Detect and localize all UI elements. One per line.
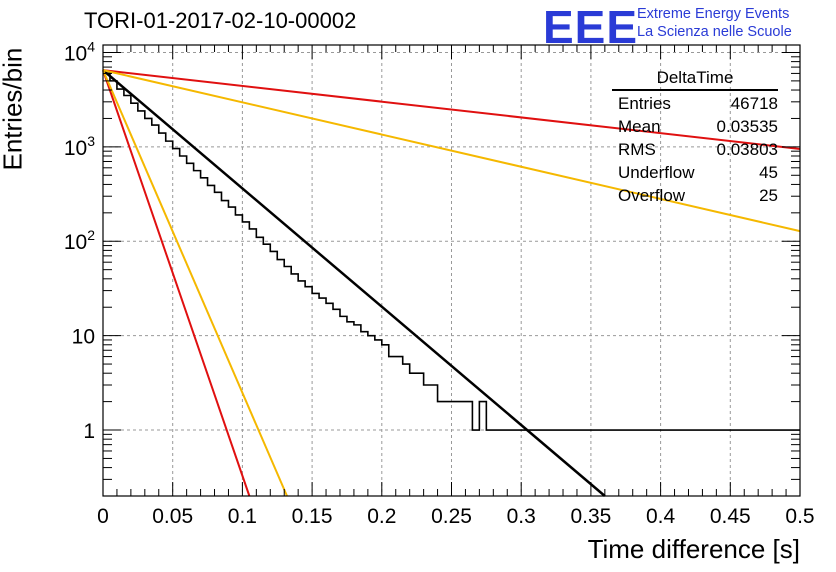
y-tick-label: 103	[64, 133, 95, 160]
fit-line-0	[102, 69, 606, 497]
stats-row-mean: Mean 0.03535	[612, 115, 778, 138]
stats-value: 25	[759, 186, 778, 205]
fit-line-3	[102, 69, 801, 150]
y-tick-label: 10	[72, 326, 95, 349]
stats-box-title: DeltaTime	[612, 68, 778, 91]
y-axis-label: Entries/bin	[0, 47, 28, 171]
stats-value: 0.03803	[716, 140, 778, 159]
y-tick-label: 104	[64, 38, 95, 65]
stats-label: Entries	[618, 94, 671, 113]
x-tick-label: 0.1	[228, 505, 257, 528]
x-tick-label: 0.2	[367, 505, 396, 528]
fit-line-1	[102, 69, 251, 497]
stats-row-entries: Entries 46718	[612, 92, 778, 115]
histogram-step	[103, 72, 800, 431]
stats-value: 0.03535	[716, 117, 778, 136]
stats-label: RMS	[618, 140, 656, 159]
x-tick-label: 0.25	[431, 505, 472, 528]
eee-logo-line1: Extreme Energy Events	[637, 6, 790, 22]
x-tick-label: 0.45	[710, 505, 751, 528]
stats-row-overflow: Overflow 25	[612, 184, 778, 207]
stats-row-underflow: Underflow 45	[612, 161, 778, 184]
x-axis-label: Time difference [s]	[587, 534, 800, 564]
eee-logo-line2: La Scienza nelle Scuole	[637, 24, 792, 40]
axis-ticks: 0 0.05 0.1 0.15 0.2 0.25 0.3 0.35 0.4 0.45 0.5 1 10 1…	[64, 38, 815, 528]
stats-label: Mean	[618, 117, 661, 136]
x-tick-label: 0.35	[570, 505, 611, 528]
x-tick-label: 0.15	[292, 505, 333, 528]
data-series	[102, 69, 801, 497]
x-tick-label: 0.5	[785, 505, 814, 528]
eee-logo-text: Extreme Energy Events La Scienza nelle S…	[637, 5, 792, 41]
x-tick-label: 0.05	[152, 505, 193, 528]
y-tick-label: 1	[83, 420, 95, 443]
y-tick-label: 102	[64, 227, 95, 254]
stats-box: DeltaTime Entries 46718 Mean 0.03535 RMS…	[612, 68, 778, 207]
eee-logo: EEE	[543, 1, 639, 53]
chart-title: TORI-01-2017-02-10-00002	[84, 8, 357, 33]
stats-label: Underflow	[618, 163, 695, 182]
stats-label: Overflow	[618, 186, 686, 205]
fit-line-2	[102, 69, 288, 497]
stats-value: 46718	[730, 94, 778, 113]
stats-row-rms: RMS 0.03803	[612, 138, 778, 161]
x-tick-label: 0.3	[507, 505, 536, 528]
fit-line-4	[102, 69, 801, 233]
stats-value: 45	[759, 163, 778, 182]
x-tick-label: 0	[97, 505, 109, 528]
x-tick-label: 0.4	[646, 505, 676, 528]
